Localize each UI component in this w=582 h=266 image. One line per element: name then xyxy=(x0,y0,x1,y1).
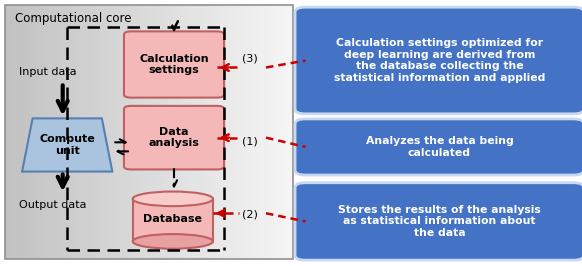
Bar xyxy=(19,5,24,259)
Bar xyxy=(139,5,144,259)
Text: Data
analysis: Data analysis xyxy=(148,127,200,148)
FancyBboxPatch shape xyxy=(295,183,582,260)
Bar xyxy=(133,199,213,242)
Text: (2): (2) xyxy=(242,209,257,219)
Bar xyxy=(105,5,111,259)
Bar xyxy=(149,5,154,259)
Polygon shape xyxy=(22,118,112,172)
Bar xyxy=(278,5,283,259)
Bar xyxy=(96,5,101,259)
Bar xyxy=(9,5,15,259)
Ellipse shape xyxy=(133,192,213,206)
Bar xyxy=(221,5,226,259)
Bar xyxy=(81,5,87,259)
Bar xyxy=(33,5,39,259)
Bar xyxy=(240,5,246,259)
Bar xyxy=(77,5,82,259)
Bar xyxy=(269,5,274,259)
Text: Input data: Input data xyxy=(19,67,77,77)
Bar xyxy=(250,5,255,259)
Bar xyxy=(283,5,289,259)
Text: Output data: Output data xyxy=(19,200,87,210)
Ellipse shape xyxy=(133,234,213,249)
Bar xyxy=(259,5,264,259)
Text: Stores the results of the analysis
as statistical information about
the data: Stores the results of the analysis as st… xyxy=(338,205,541,238)
Bar xyxy=(91,5,97,259)
Bar xyxy=(43,5,48,259)
Text: Compute
unit: Compute unit xyxy=(40,134,95,156)
Bar xyxy=(178,5,183,259)
Bar xyxy=(201,5,207,259)
Bar xyxy=(14,5,20,259)
Bar xyxy=(197,5,202,259)
Bar xyxy=(62,5,68,259)
Text: (3): (3) xyxy=(242,53,257,64)
Bar xyxy=(67,5,72,259)
Bar xyxy=(134,5,140,259)
Bar xyxy=(72,5,77,259)
Bar xyxy=(48,5,54,259)
Bar xyxy=(58,5,63,259)
Bar xyxy=(192,5,197,259)
FancyBboxPatch shape xyxy=(295,7,582,114)
Bar xyxy=(235,5,240,259)
Bar xyxy=(144,5,149,259)
Bar xyxy=(24,5,29,259)
Bar xyxy=(274,5,279,259)
Bar xyxy=(5,5,10,259)
Bar xyxy=(111,5,116,259)
FancyBboxPatch shape xyxy=(124,31,224,98)
Text: Database: Database xyxy=(143,214,203,224)
Bar xyxy=(211,5,217,259)
Bar xyxy=(206,5,212,259)
Bar xyxy=(158,5,164,259)
Bar xyxy=(52,5,58,259)
Bar xyxy=(173,5,178,259)
Bar xyxy=(163,5,169,259)
Text: (1): (1) xyxy=(242,136,257,147)
Bar xyxy=(29,5,34,259)
Bar xyxy=(264,5,269,259)
Bar xyxy=(120,5,125,259)
FancyBboxPatch shape xyxy=(295,119,582,175)
Bar xyxy=(187,5,193,259)
Text: Computational core: Computational core xyxy=(15,12,132,25)
Bar xyxy=(38,5,44,259)
Bar xyxy=(288,5,293,259)
Bar xyxy=(226,5,231,259)
Bar xyxy=(230,5,236,259)
Bar xyxy=(129,5,135,259)
Bar xyxy=(182,5,187,259)
Bar xyxy=(115,5,120,259)
Bar xyxy=(244,5,250,259)
Bar xyxy=(216,5,221,259)
Text: Calculation
settings: Calculation settings xyxy=(139,54,209,75)
Bar xyxy=(86,5,91,259)
Bar xyxy=(125,5,130,259)
Text: Calculation settings optimized for
deep learning are derived from
the database c: Calculation settings optimized for deep … xyxy=(333,38,545,83)
Bar xyxy=(154,5,159,259)
FancyBboxPatch shape xyxy=(124,106,224,169)
Bar xyxy=(168,5,173,259)
Bar xyxy=(254,5,260,259)
Text: Analyzes the data being
calculated: Analyzes the data being calculated xyxy=(365,136,513,158)
Bar xyxy=(101,5,106,259)
